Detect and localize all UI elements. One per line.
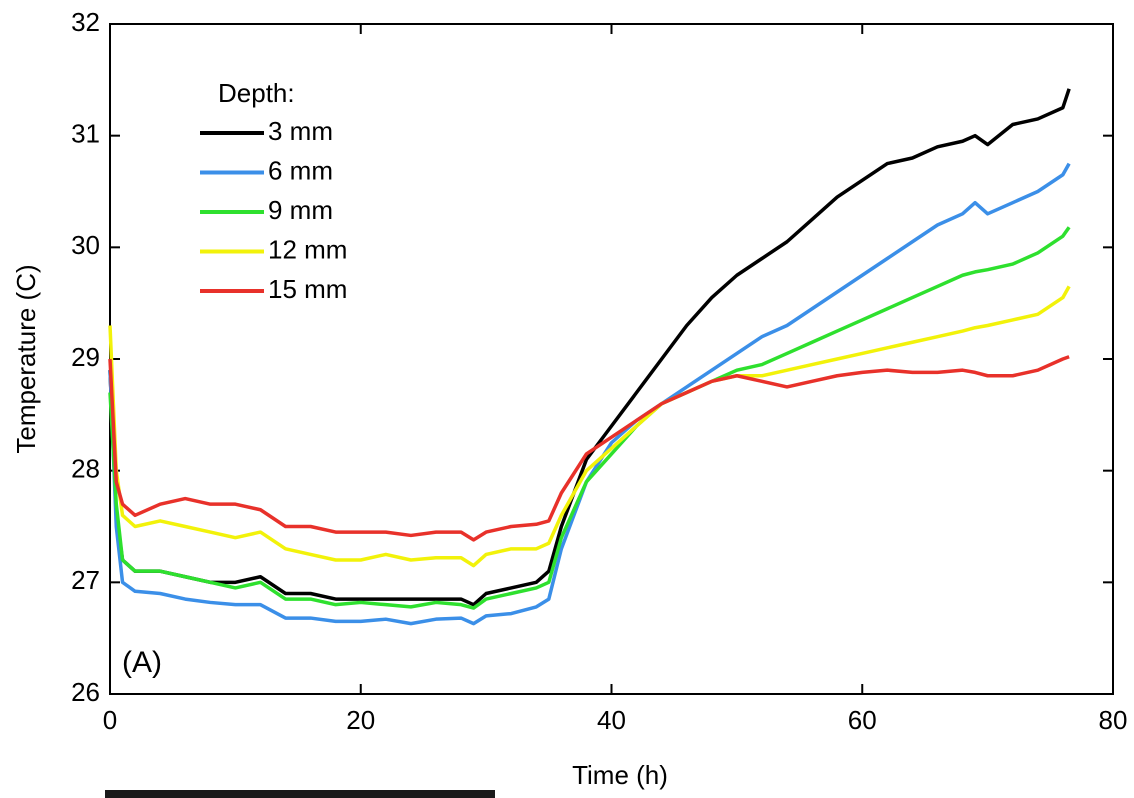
y-tick-label: 28 [71,454,100,484]
y-tick-label: 26 [71,677,100,707]
image-strip [105,790,495,798]
y-axis-label: Temperature (C) [11,264,41,453]
legend-label: 9 mm [268,195,333,225]
x-tick-label: 60 [848,705,877,735]
y-tick-label: 30 [71,230,100,260]
data-line [108,162,1071,626]
y-tick-label: 31 [71,119,100,149]
data-line [108,285,1071,568]
x-tick-label: 40 [597,705,626,735]
legend-label: 3 mm [268,116,333,146]
plot-frame [109,23,1114,695]
legend-label: 6 mm [268,155,333,185]
x-tick-label: 80 [1099,705,1128,735]
data-line [108,88,1071,607]
y-tick-label: 32 [71,7,100,37]
y-tick-label: 29 [71,342,100,372]
legend-label: 15 mm [268,274,347,304]
data-line [108,226,1071,610]
legend-title: Depth: [218,78,295,108]
legend-label: 12 mm [268,234,347,264]
x-tick-label: 0 [103,705,117,735]
data-line [108,355,1070,542]
x-tick-label: 20 [346,705,375,735]
annotation: (A) [122,646,162,679]
x-axis-label: Time (h) [572,760,668,790]
y-tick-label: 27 [71,565,100,595]
